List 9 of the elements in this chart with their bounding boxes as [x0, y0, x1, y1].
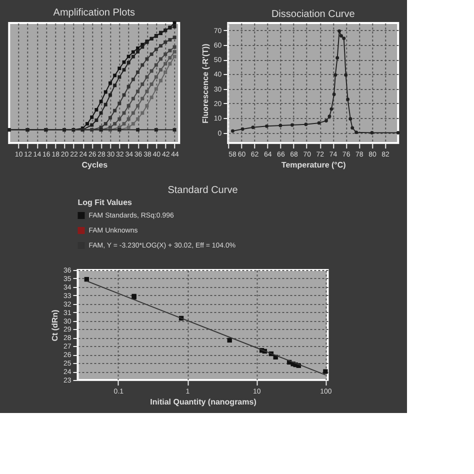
- chart-title: Dissociation Curve: [271, 9, 356, 20]
- chart-title: Amplification Plots: [53, 7, 135, 18]
- y-axis-title: Ct (dRn): [50, 309, 60, 342]
- legend-title: Log Fit Values: [78, 198, 133, 207]
- x-axis-title: Temperature (°C): [281, 160, 346, 170]
- x-axis-title: Cycles: [82, 160, 108, 170]
- y-axis-title: Fluorescence (-R'(T)): [200, 43, 210, 124]
- x-axis-title: Initial Quantity (nanograms): [150, 398, 257, 406]
- chart-title: Standard Curve: [168, 185, 238, 196]
